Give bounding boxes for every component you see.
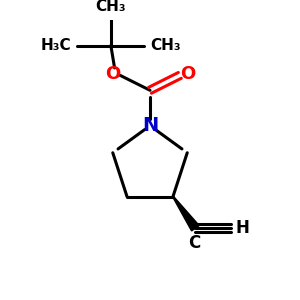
Text: CH₃: CH₃: [95, 0, 126, 14]
Text: C: C: [188, 234, 201, 252]
Text: N: N: [142, 116, 158, 135]
Text: H: H: [236, 219, 249, 237]
Text: H₃C: H₃C: [41, 38, 72, 53]
Text: O: O: [181, 65, 196, 83]
Polygon shape: [172, 196, 199, 231]
Text: CH₃: CH₃: [150, 38, 181, 53]
Text: O: O: [105, 65, 120, 83]
